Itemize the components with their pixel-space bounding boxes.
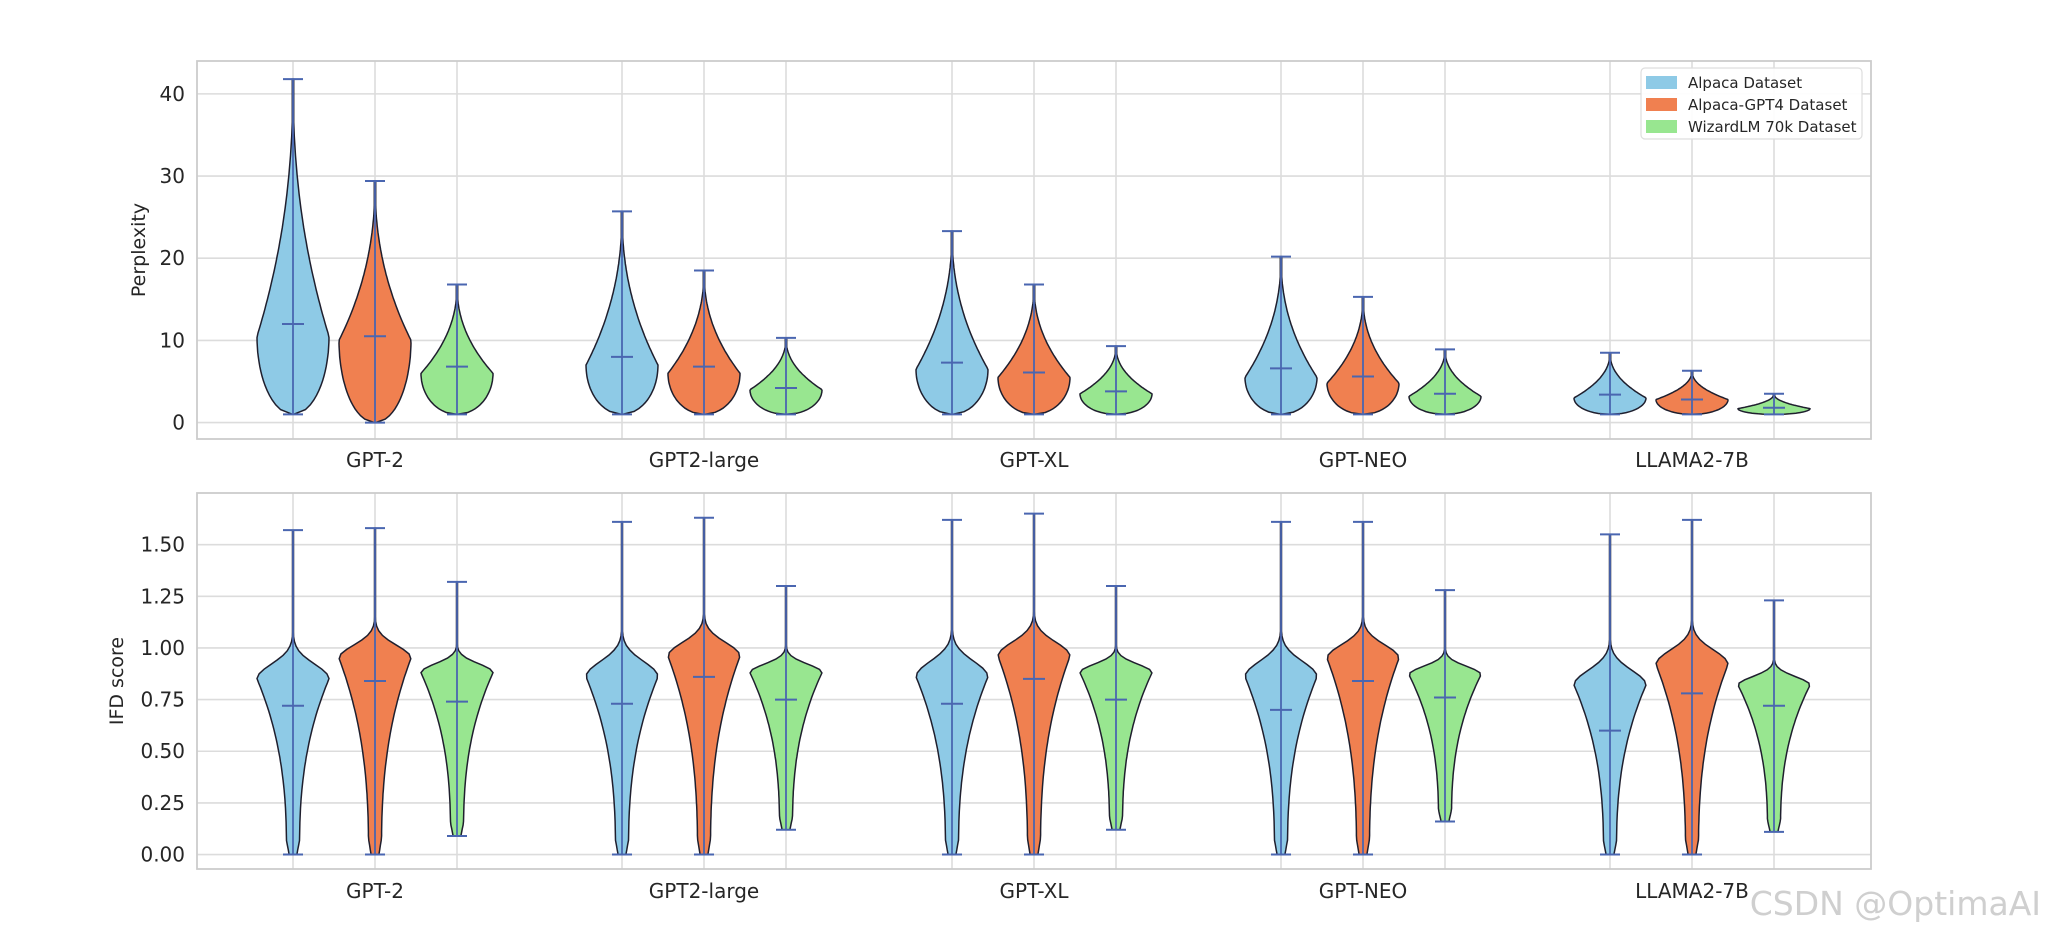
x-category-label: GPT-NEO [1319,879,1408,903]
violin [1573,533,1647,856]
y-tick-label: 0.00 [140,843,185,867]
x-category-label: GPT-2 [346,448,404,472]
violin [420,283,494,416]
violin [915,230,989,416]
legend: Alpaca Dataset Alpaca-GPT4 Dataset WizardL… [1640,67,1863,140]
plot-frame [196,492,1872,870]
violin [667,269,741,416]
x-category-label: LLAMA2-7B [1635,448,1749,472]
violin [997,283,1071,416]
legend-label: Alpaca Dataset [1688,74,1802,92]
legend-swatch [1646,98,1677,111]
violin [585,210,659,416]
legend-label: WizardLM 70k Dataset [1688,118,1857,136]
violin [338,179,412,424]
violin [1079,345,1153,416]
y-tick-label: 10 [160,328,185,352]
legend-label: Alpaca-GPT4 Dataset [1688,96,1848,114]
y-axis-label: IFD score [106,637,128,725]
x-category-label: GPT-NEO [1319,448,1408,472]
plot-frame [196,60,1872,440]
x-category-label: LLAMA2-7B [1635,879,1749,903]
panel-ifd-score: 0.00 0.25 0.50 0.75 1.00 1.25 1.50 GPT-2 GPT2-la… [106,492,1872,903]
violin [1737,599,1811,833]
violin [585,520,659,856]
x-category-label: GPT-XL [999,448,1069,472]
violin [1244,520,1318,856]
violin [1655,518,1729,856]
violin [915,518,989,856]
violin [338,527,412,856]
violin [256,529,330,856]
violin [1079,584,1153,831]
x-category-label: GPT-2 [346,879,404,903]
violin [1737,392,1811,416]
y-tick-label: 40 [160,82,185,106]
violin [1326,520,1400,856]
y-tick-label: 30 [160,164,185,188]
y-tick-label: 1.00 [140,636,185,660]
y-tick-label: 0.75 [140,688,185,712]
x-category-label: GPT2-large [649,448,759,472]
watermark: CSDN @OptimaAI [1750,884,2041,923]
y-tick-label: 1.25 [140,584,185,608]
violin [1408,348,1482,416]
y-axis-label: Perplexity [128,203,150,297]
legend-swatch [1646,76,1677,89]
violin [997,512,1071,856]
y-tick-label: 1.50 [140,533,185,557]
violin [667,516,741,856]
panel-perplexity: 0 10 20 30 40 GPT-2 GPT2-large GPT-XL GPT-NEO LLA… [128,60,1872,472]
x-category-label: GPT-XL [999,879,1069,903]
violin [1408,589,1482,823]
violin [1573,351,1647,416]
violin [1655,369,1729,416]
y-tick-label: 20 [160,246,185,270]
x-category-label: GPT2-large [649,879,759,903]
y-tick-label: 0.25 [140,791,185,815]
violin [749,584,823,831]
legend-swatch [1646,120,1677,133]
y-tick-label: 0.50 [140,739,185,763]
legend-frame [1640,67,1863,140]
violin [1244,255,1318,416]
violin [749,336,823,416]
violin [420,580,494,837]
violin [256,78,330,416]
violin [1326,295,1400,416]
y-tick-label: 0 [172,411,185,435]
